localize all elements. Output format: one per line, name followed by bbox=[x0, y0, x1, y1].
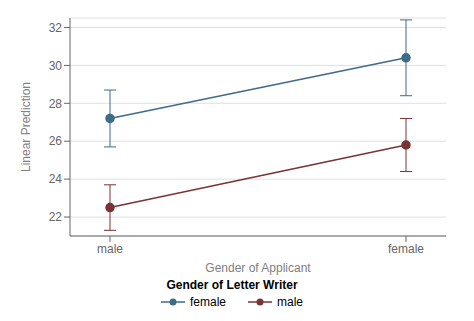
svg-text:male: male bbox=[97, 242, 123, 256]
html-text:female: female bbox=[190, 295, 226, 309]
svg-text:28: 28 bbox=[49, 97, 63, 111]
svg-text:30: 30 bbox=[49, 59, 63, 73]
svg-text:22: 22 bbox=[49, 210, 63, 224]
svg-text:Linear Prediction: Linear Prediction bbox=[19, 82, 33, 172]
html-text:male: male bbox=[277, 295, 303, 309]
svg-text:26: 26 bbox=[49, 134, 63, 148]
svg-text:24: 24 bbox=[49, 172, 63, 186]
svg-text:32: 32 bbox=[49, 21, 63, 35]
svg-text:female: female bbox=[388, 242, 424, 256]
svg-text:Gender of Applicant: Gender of Applicant bbox=[205, 261, 311, 275]
html-text:Gender of Letter Writer: Gender of Letter Writer bbox=[166, 278, 298, 292]
